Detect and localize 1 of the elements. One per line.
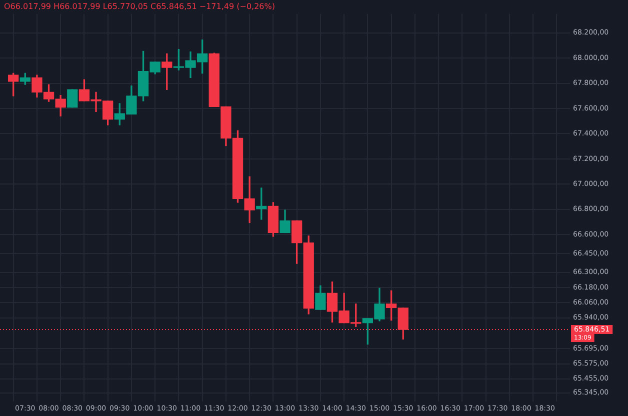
text: O66.017,99 H66.017,99 L65.770,05 C65.846,51 −171,49 (−0,26%): [4, 2, 275, 12]
